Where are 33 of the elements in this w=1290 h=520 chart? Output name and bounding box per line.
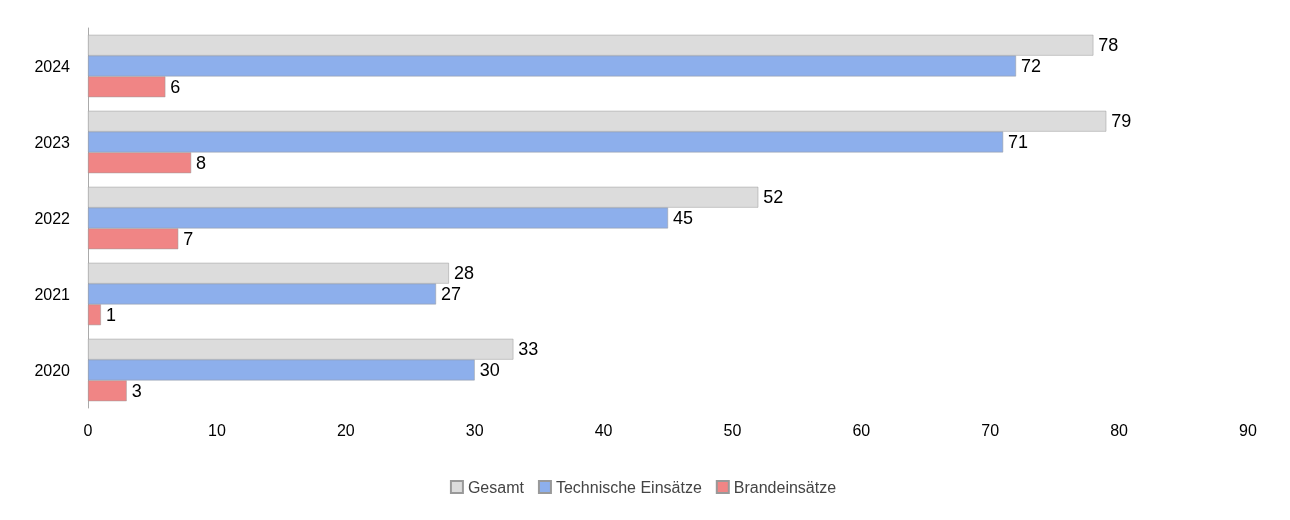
legend-label: Brandeinsätze: [733, 478, 837, 496]
data-label: 71: [1008, 132, 1029, 152]
data-label: 8: [196, 152, 207, 173]
x-tick-label: 50: [723, 421, 742, 439]
y-tick-label: 2024: [34, 57, 71, 75]
data-label: 72: [1021, 56, 1042, 76]
x-tick-label: 80: [1110, 421, 1129, 439]
data-label: 6: [170, 76, 181, 97]
y-tick-label: 2020: [34, 361, 71, 379]
y-tick-label: 2022: [34, 209, 71, 227]
y-tick-label: 2023: [34, 133, 71, 151]
data-label: 33: [518, 339, 539, 360]
legend-label: Gesamt: [467, 478, 525, 496]
data-label: 3: [131, 380, 142, 401]
x-tick-label: 70: [981, 421, 1000, 439]
data-label: 52: [763, 187, 784, 208]
data-label: 30: [479, 360, 500, 380]
data-label: 7: [183, 228, 194, 249]
x-tick-label: 10: [207, 421, 226, 439]
x-tick-label: 90: [1239, 421, 1257, 439]
x-tick-label: 20: [336, 421, 355, 439]
legend-label: Technische Einsätze: [555, 478, 702, 496]
y-tick-label: 2021: [34, 285, 71, 303]
data-label: 78: [1098, 35, 1119, 56]
x-tick-label: 60: [852, 421, 871, 439]
x-tick-label: 30: [465, 421, 484, 439]
x-tick-label: 0: [83, 421, 93, 439]
data-label: 79: [1111, 111, 1132, 132]
data-label: 1: [105, 304, 116, 325]
x-tick-label: 40: [594, 421, 613, 439]
data-label: 45: [673, 208, 694, 228]
data-label: 27: [441, 284, 462, 304]
data-label: 28: [453, 263, 474, 284]
